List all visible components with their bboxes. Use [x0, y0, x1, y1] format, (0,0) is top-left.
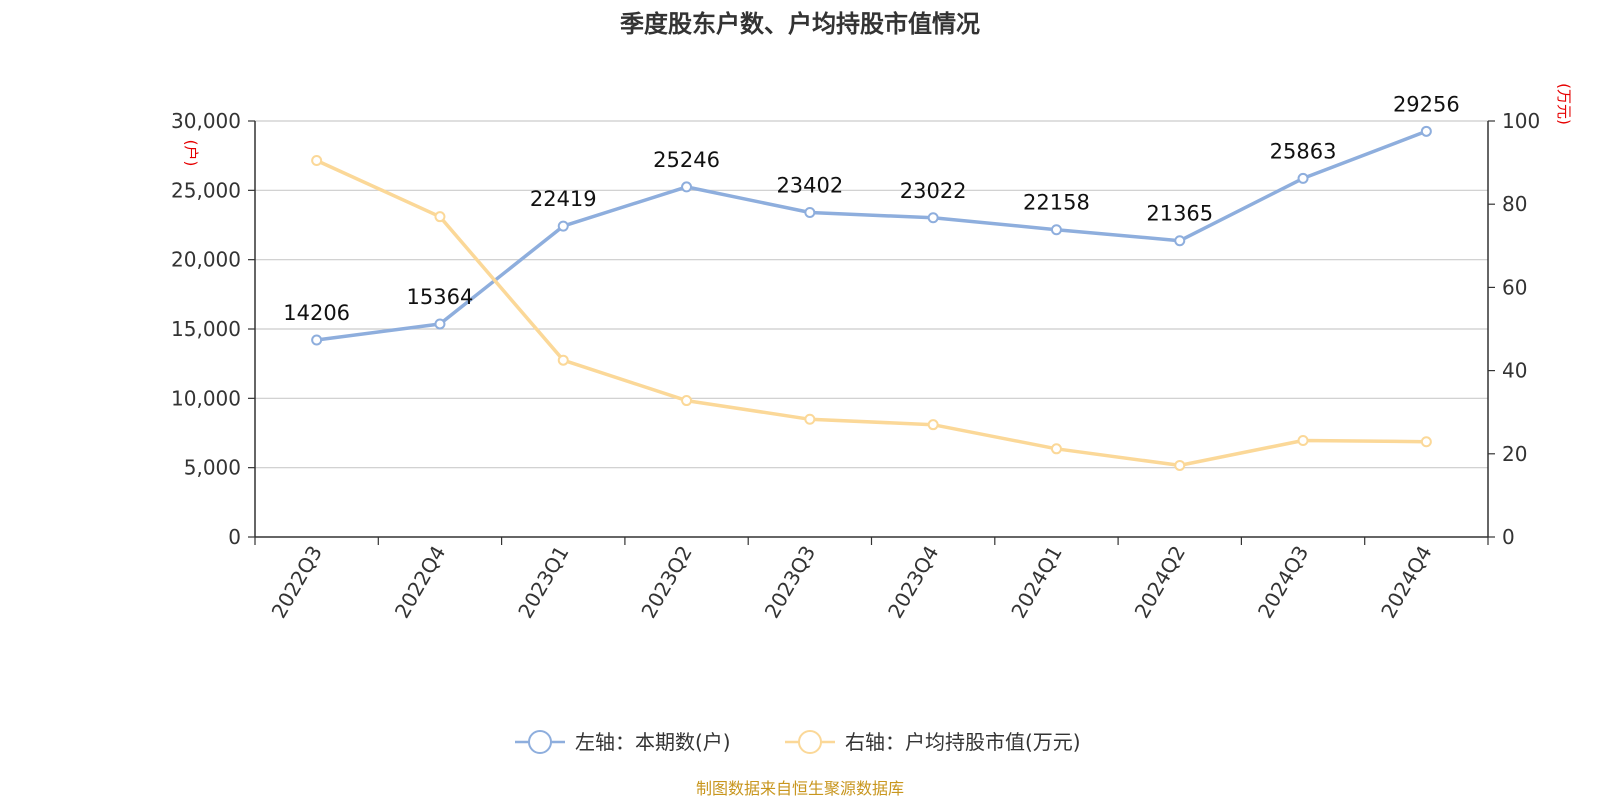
right-series-line	[314, 158, 1429, 468]
left-series-point	[1174, 235, 1186, 247]
right-series-point	[1420, 436, 1432, 448]
x-axis-tick-label: 2024Q4	[1376, 542, 1436, 623]
left-axis-tick-label: 15,000	[171, 317, 241, 341]
left-axis-tick-label: 10,000	[171, 386, 241, 410]
x-axis-tick-label: 2022Q3	[267, 542, 327, 623]
x-axis-tick-label: 2022Q4	[390, 542, 450, 623]
left-series-point	[681, 181, 693, 193]
right-series-point	[804, 413, 816, 425]
x-axis-tick-label: 2024Q3	[1253, 542, 1313, 623]
legend-circle-marker	[798, 730, 822, 754]
left-axis-tick-label: 20,000	[171, 248, 241, 272]
x-axis-tick-label: 2024Q1	[1006, 542, 1066, 623]
data-label: 23402	[776, 173, 843, 197]
right-series-point	[311, 155, 323, 167]
right-axis-tick-label: 100	[1502, 109, 1540, 133]
right-axis-tick-label: 60	[1502, 275, 1527, 299]
x-axis-tick-label: 2023Q1	[513, 542, 573, 623]
legend-label: 左轴：本期数(户)	[575, 730, 731, 754]
right-series-point	[1174, 459, 1186, 471]
right-axis-unit-label: (万元)	[1555, 83, 1573, 125]
left-series-point	[311, 334, 323, 346]
legend-item[interactable]: 右轴：户均持股市值(万元)	[785, 730, 1081, 754]
right-series-point	[927, 419, 939, 431]
legend[interactable]: 左轴：本期数(户) 右轴：户均持股市值(万元)	[515, 730, 1081, 754]
x-axis-tick-label: 2023Q3	[760, 542, 820, 623]
right-axis-tick-label: 80	[1502, 192, 1527, 216]
left-series-point	[557, 220, 569, 232]
data-label: 23022	[900, 179, 967, 203]
left-series-point	[1297, 172, 1309, 184]
data-label: 15364	[407, 285, 474, 309]
right-series-point	[681, 395, 693, 407]
right-series-point	[434, 211, 446, 223]
right-series-point	[1050, 443, 1062, 455]
left-series-line	[314, 129, 1429, 342]
left-axis-tick-label: 5,000	[184, 456, 241, 480]
x-axis-tick-label: 2023Q4	[883, 542, 943, 623]
series-lines	[311, 125, 1432, 471]
left-axis-tick-label: 30,000	[171, 109, 241, 133]
source-note: 制图数据来自恒生聚源数据库	[696, 779, 904, 798]
legend-circle-marker	[528, 730, 552, 754]
left-series-point	[434, 318, 446, 330]
left-series-point	[927, 212, 939, 224]
data-label: 21365	[1146, 202, 1213, 226]
x-axis-tick-label: 2024Q2	[1130, 542, 1190, 623]
left-series-point	[1050, 224, 1062, 236]
left-axis-tick-label: 25,000	[171, 178, 241, 202]
right-axis-tick-label: 40	[1502, 359, 1527, 383]
right-axis-tick-label: 0	[1502, 525, 1515, 549]
data-label: 22158	[1023, 191, 1090, 215]
right-axis-tick-label: 20	[1502, 442, 1527, 466]
right-series-point	[557, 354, 569, 366]
data-label: 25246	[653, 148, 720, 172]
left-axis-unit-label: (户)	[182, 140, 200, 167]
grid-lines	[255, 120, 1488, 469]
data-labels: 14206 15364 22419 25246 23402 23022 22158 21365…	[283, 92, 1460, 325]
data-label: 25863	[1270, 139, 1337, 163]
left-axis-tick-label: 0	[228, 525, 241, 549]
x-axis-tick-label: 2023Q2	[636, 542, 696, 623]
left-series-point	[804, 206, 816, 218]
left-series-point	[1420, 125, 1432, 137]
legend-label: 右轴：户均持股市值(万元)	[845, 730, 1081, 754]
legend-item[interactable]: 左轴：本期数(户)	[515, 730, 731, 754]
right-series-point	[1297, 434, 1309, 446]
data-label: 29256	[1393, 92, 1460, 116]
data-label: 14206	[283, 301, 350, 325]
data-label: 22419	[530, 187, 597, 211]
chart-title: 季度股东户数、户均持股市值情况	[620, 10, 980, 38]
